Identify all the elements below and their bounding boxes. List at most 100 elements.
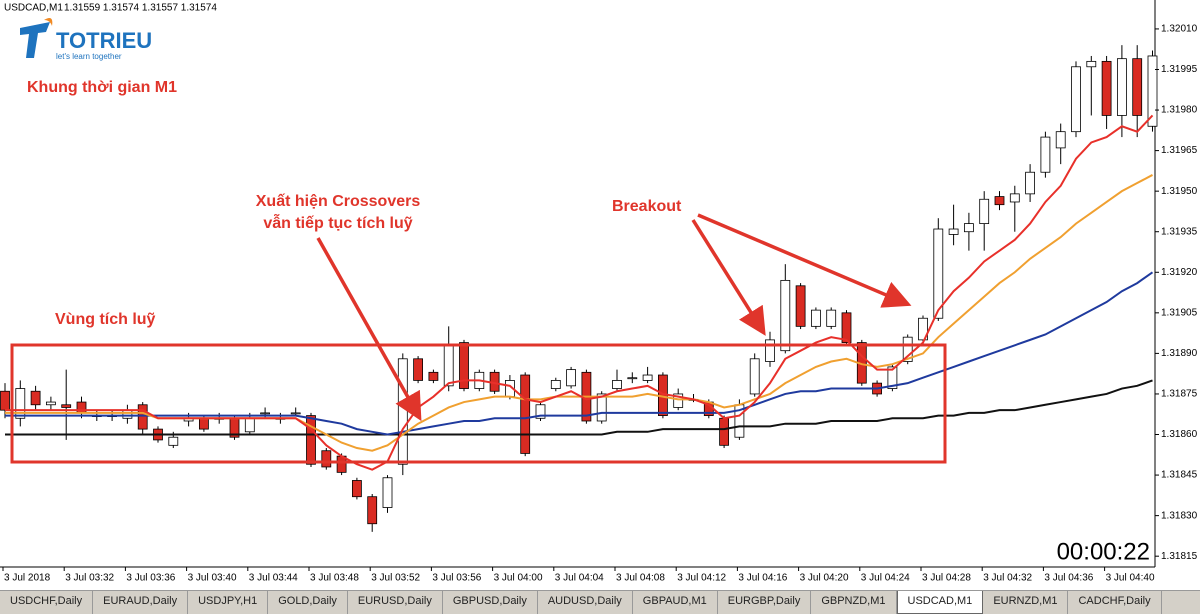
tab[interactable]: GBPNZD,M1	[811, 591, 897, 614]
y-tick-label: 1.31845	[1161, 470, 1198, 481]
candle-body	[719, 417, 729, 446]
y-tick-label: 1.31905	[1161, 307, 1198, 318]
candle-body	[933, 228, 944, 319]
logo-flame	[44, 18, 53, 26]
candle-body	[1147, 55, 1158, 127]
candle-body	[306, 415, 316, 465]
y-tick-label: 1.31830	[1161, 510, 1198, 521]
x-tick-label: 3 Jul 03:44	[249, 573, 298, 584]
candle-body	[397, 358, 408, 465]
candle-body	[1025, 171, 1035, 195]
x-tick-label: 3 Jul 04:20	[800, 573, 849, 584]
candle-body	[321, 450, 332, 468]
candle-body	[964, 223, 974, 233]
candle-body	[841, 312, 852, 343]
timer: 00:00:22	[1057, 538, 1150, 565]
y-tick-label: 1.31950	[1161, 186, 1198, 197]
candle-body	[642, 374, 653, 381]
y-tick-label: 1.31965	[1161, 145, 1198, 156]
candle-body	[627, 377, 638, 380]
tab[interactable]: EURAUD,Daily	[93, 591, 189, 614]
tab[interactable]: USDJPY,H1	[188, 591, 269, 614]
candle-body	[1071, 66, 1081, 133]
x-tick-label: 3 Jul 04:36	[1044, 573, 1093, 584]
logo-name: TOTRIEU	[56, 28, 152, 53]
annotation: Xuất hiện Crossovers	[256, 193, 421, 210]
candle-body	[1055, 131, 1066, 149]
y-tick-label: 1.31815	[1161, 551, 1198, 562]
candle-body	[290, 412, 301, 415]
candle-body	[0, 390, 10, 411]
candle-body	[443, 344, 454, 387]
x-tick-label: 3 Jul 03:48	[310, 573, 359, 584]
x-tick-label: 3 Jul 04:00	[494, 573, 543, 584]
arrow	[697, 213, 912, 308]
moving-average	[5, 271, 1154, 436]
x-tick-label: 3 Jul 04:12	[677, 573, 726, 584]
candle-body	[1040, 136, 1051, 173]
tab[interactable]: CADCHF,Daily	[1068, 591, 1162, 614]
candle-body	[887, 366, 898, 389]
x-tick-label: 3 Jul 04:04	[555, 573, 604, 584]
tab[interactable]: USDCHF,Daily	[0, 591, 94, 614]
x-tick-label: 3 Jul 03:56	[432, 573, 481, 584]
tab[interactable]: GBPUSD,Daily	[443, 591, 538, 614]
background	[0, 0, 1200, 590]
candle-body	[382, 477, 393, 508]
y-tick-label: 1.31980	[1161, 105, 1198, 116]
candle-body	[520, 374, 531, 454]
candle-body	[244, 417, 255, 433]
candle-body	[351, 480, 362, 498]
y-tick-label: 1.31920	[1161, 267, 1198, 278]
annotation: Vùng tích luỹ	[55, 311, 156, 328]
candle-body	[61, 404, 72, 408]
candle-body	[459, 342, 469, 389]
tab[interactable]: GBPAUD,M1	[633, 591, 718, 614]
tab[interactable]: AUDUSD,Daily	[538, 591, 633, 614]
tab[interactable]: EURGBP,Daily	[718, 591, 812, 614]
tab[interactable]: EURNZD,M1	[983, 591, 1069, 614]
tab[interactable]: EURUSD,Daily	[348, 591, 443, 614]
candle-body	[749, 358, 760, 395]
candle-body	[367, 496, 378, 525]
candle-body	[673, 393, 684, 408]
x-tick-label: 3 Jul 04:28	[922, 573, 971, 584]
y-tick-label: 1.31890	[1161, 348, 1198, 359]
x-tick-label: 3 Jul 03:52	[371, 573, 420, 584]
tab-bar: USDCHF,Daily EURAUD,Daily USDJPY,H1 GOLD…	[0, 590, 1200, 614]
tab[interactable]: GOLD,Daily	[268, 591, 348, 614]
candle-body	[918, 317, 928, 341]
symbol: USDCAD,M1	[4, 3, 63, 14]
x-tick-label: 3 Jul 04:24	[861, 573, 910, 584]
x-tick-label: 3 Jul 04:08	[616, 573, 665, 584]
y-tick-label: 1.31935	[1161, 226, 1198, 237]
candle-body	[612, 380, 622, 389]
candle-body	[30, 390, 41, 406]
candle-body	[765, 339, 775, 362]
candle-body	[811, 309, 821, 327]
y-tick-label: 1.32010	[1161, 24, 1198, 35]
chart: USDCAD,M1 1.31559 1.31574 1.31557 1.3157…	[0, 0, 1200, 590]
tab[interactable]: USDCAD,M1	[896, 591, 984, 614]
logo-tagline: let's learn together	[56, 52, 122, 61]
candle-body	[826, 309, 837, 327]
accumulation-box	[10, 343, 947, 464]
x-tick-label: 3 Jul 04:32	[983, 573, 1032, 584]
candle-body	[1009, 193, 1020, 203]
candle-body	[122, 409, 133, 419]
candle-body	[535, 404, 546, 419]
candle-body	[1101, 60, 1112, 116]
logo-icon	[20, 22, 50, 58]
candle-body	[596, 393, 607, 422]
candle-body	[1132, 58, 1143, 116]
arrow	[691, 219, 766, 336]
candle-body	[1086, 60, 1097, 68]
candle-body	[979, 198, 990, 225]
candle-body	[198, 417, 209, 430]
x-tick-label: 3 Jul 03:36	[126, 573, 175, 584]
x-tick-label: 3 Jul 04:40	[1106, 573, 1155, 584]
candle-body	[994, 196, 1005, 206]
quote: 1.31559 1.31574 1.31557 1.31574	[64, 3, 217, 14]
y-tick-label: 1.31995	[1161, 64, 1198, 75]
